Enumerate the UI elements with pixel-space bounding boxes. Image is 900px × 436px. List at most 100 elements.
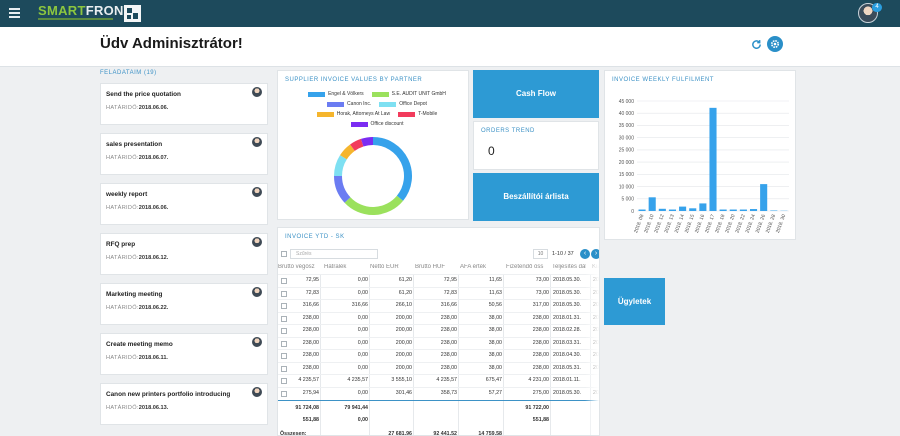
page-size-select[interactable]: 10 bbox=[533, 249, 548, 259]
table-row[interactable]: 238,00 0,00 200,00 238,00 38,00 238,00 2018.04… bbox=[278, 349, 599, 361]
task-card[interactable]: Create meeting memo HATÁRIDŐ:2018.06.11. bbox=[100, 333, 268, 375]
donut-slice[interactable] bbox=[372, 137, 412, 201]
table-row[interactable]: 275,94 0,00 301,46 358,73 57,27 275,00 2018.05… bbox=[278, 386, 599, 399]
table-cell: 200,00 bbox=[395, 364, 412, 371]
bar[interactable] bbox=[719, 209, 727, 211]
column-header[interactable]: ÁFA érték bbox=[460, 264, 487, 270]
company-logo-icon[interactable] bbox=[124, 5, 141, 22]
deals-tile[interactable]: Ügyletek bbox=[604, 278, 665, 325]
table-cell: 551,88 bbox=[532, 417, 549, 423]
table-row[interactable]: 72,83 0,00 61,20 72,83 11,63 73,00 2018.05.30.… bbox=[278, 286, 599, 299]
bar[interactable] bbox=[648, 197, 656, 211]
row-checkbox[interactable] bbox=[281, 290, 287, 297]
donut-slice[interactable] bbox=[350, 138, 364, 152]
menu-icon[interactable] bbox=[9, 8, 20, 18]
legend-item[interactable]: Office discount bbox=[350, 119, 403, 129]
column-header[interactable]: Hátralék bbox=[324, 264, 347, 270]
bar[interactable] bbox=[668, 209, 677, 211]
row-checkbox[interactable] bbox=[281, 315, 287, 322]
column-header[interactable]: Teljesítés dát bbox=[552, 264, 586, 270]
table-cell: 3 555,10 bbox=[391, 377, 412, 383]
bar[interactable] bbox=[749, 209, 758, 211]
total-row: Összesen: 27 681,96 92 441,52 14 759,58 bbox=[278, 429, 599, 435]
task-card[interactable]: Send the price quotation HATÁRIDŐ:2018.06… bbox=[100, 83, 268, 125]
legend-label: Canon Inc. bbox=[347, 101, 372, 107]
task-card[interactable]: Marketing meeting HATÁRIDŐ:2018.06.22. bbox=[100, 283, 268, 325]
donut-slice[interactable] bbox=[344, 195, 404, 215]
row-checkbox[interactable] bbox=[281, 303, 287, 309]
subtotal-row: 91 724,08 79 941,44 91 722,00 bbox=[278, 403, 599, 415]
supplier-invoice-panel: SUPPLIER INVOICE VALUES BY PARTNER Engel… bbox=[277, 70, 469, 220]
table-row[interactable]: 238,00 0,00 200,00 238,00 38,00 238,00 2018.03… bbox=[278, 336, 599, 349]
legend-label: T-Mobile bbox=[418, 111, 438, 117]
app-logo[interactable]: SMARTFRONT bbox=[38, 3, 132, 18]
table-cell: 0,00 bbox=[357, 364, 368, 371]
legend-item[interactable]: Horak, Attorneys At Law bbox=[316, 109, 390, 119]
bar[interactable] bbox=[679, 206, 687, 211]
table-cell: 38,00 bbox=[488, 352, 502, 358]
legend-swatch bbox=[350, 121, 368, 127]
bar-chart-title: INVOICE WEEKLY FULFILMENT bbox=[612, 77, 714, 83]
donut-slice[interactable] bbox=[340, 144, 355, 160]
row-checkbox[interactable] bbox=[281, 390, 287, 397]
legend-item[interactable]: Engel & Völkers bbox=[308, 89, 364, 99]
row-checkbox[interactable] bbox=[281, 278, 287, 284]
settings-button[interactable] bbox=[767, 36, 783, 52]
cash-flow-tile[interactable]: Cash Flow bbox=[473, 70, 599, 118]
task-card[interactable]: sales presentation HATÁRIDŐ:2018.06.07. bbox=[100, 133, 268, 175]
task-card[interactable]: Canon new printers portfolio introducing… bbox=[100, 383, 268, 425]
supplier-price-list-tile[interactable]: Beszállítói árlista bbox=[473, 173, 599, 221]
donut-slice[interactable] bbox=[334, 175, 351, 203]
pager-range: 1-10 / 37 bbox=[552, 251, 574, 257]
table-cell: 200,00 bbox=[395, 327, 412, 333]
row-checkbox[interactable] bbox=[281, 328, 287, 334]
bar[interactable] bbox=[689, 208, 697, 211]
bar[interactable] bbox=[699, 203, 707, 211]
table-row[interactable]: 72,95 0,00 61,20 72,95 11,65 73,00 2018.05.30.… bbox=[278, 274, 599, 286]
table-row[interactable]: 238,00 0,00 200,00 238,00 38,00 238,00 2018.02… bbox=[278, 324, 599, 336]
donut-slice[interactable] bbox=[334, 155, 347, 177]
table-row[interactable]: 238,00 0,00 200,00 238,00 38,00 238,00 2018.05… bbox=[278, 361, 599, 374]
row-checkbox[interactable] bbox=[281, 340, 287, 347]
prev-page-button[interactable]: ‹ bbox=[580, 249, 590, 259]
bar[interactable] bbox=[658, 208, 666, 211]
y-tick-label: 40 000 bbox=[619, 111, 635, 117]
bar[interactable] bbox=[739, 209, 747, 211]
refresh-icon[interactable] bbox=[751, 39, 762, 50]
table-cell: 238,00 bbox=[532, 364, 549, 371]
task-card[interactable]: RFQ prep HATÁRIDŐ:2018.06.12. bbox=[100, 233, 268, 275]
legend-label: S.E. AUDIT UNIT GmbH bbox=[391, 91, 446, 97]
table-cell: 4 235,57 bbox=[298, 377, 319, 383]
table-cell: 238,00 bbox=[302, 327, 319, 333]
column-header[interactable]: Fizetendő öss bbox=[506, 264, 544, 270]
bar[interactable] bbox=[760, 184, 768, 211]
legend-item[interactable]: Office Depot bbox=[379, 99, 427, 109]
task-due-date: HATÁRIDŐ:2018.06.06. bbox=[106, 105, 169, 111]
column-header[interactable]: Nettó EUR bbox=[370, 264, 399, 270]
bar[interactable] bbox=[729, 209, 737, 211]
table-row[interactable]: 238,00 0,00 200,00 238,00 38,00 238,00 2018.01… bbox=[278, 311, 599, 324]
table-row[interactable]: 4 235,57 4 235,57 3 555,10 4 235,57 675,47 4 … bbox=[278, 374, 599, 386]
bar[interactable] bbox=[638, 209, 646, 211]
legend-item[interactable]: Canon Inc. bbox=[327, 99, 371, 109]
column-header[interactable]: Bruttó HUF bbox=[415, 264, 446, 270]
row-checkbox[interactable] bbox=[281, 378, 287, 384]
legend-item[interactable]: T-Mobile bbox=[398, 109, 437, 119]
row-checkbox[interactable] bbox=[281, 353, 287, 359]
legend-swatch bbox=[398, 111, 416, 117]
donut-slice[interactable] bbox=[360, 137, 374, 147]
table-cell: 2018.05.30. bbox=[553, 289, 581, 296]
bar[interactable] bbox=[709, 107, 717, 211]
y-tick-label: 30 000 bbox=[619, 135, 635, 141]
table-filter-input[interactable]: Szűrés bbox=[290, 249, 378, 259]
row-checkbox[interactable] bbox=[281, 365, 287, 372]
assignee-avatar bbox=[252, 237, 262, 247]
task-card[interactable]: weekly report HATÁRIDŐ:2018.06.06. bbox=[100, 183, 268, 225]
column-header[interactable]: Bruttó végösz bbox=[278, 264, 315, 270]
select-all-checkbox[interactable] bbox=[281, 251, 287, 257]
next-page-button[interactable]: › bbox=[591, 249, 599, 259]
table-cell: 238,00 bbox=[532, 339, 549, 346]
column-separator bbox=[503, 274, 504, 435]
legend-item[interactable]: S.E. AUDIT UNIT GmbH bbox=[371, 89, 446, 99]
table-row[interactable]: 316,66 316,66 266,10 316,66 50,56 317,00 2018.… bbox=[278, 299, 599, 311]
